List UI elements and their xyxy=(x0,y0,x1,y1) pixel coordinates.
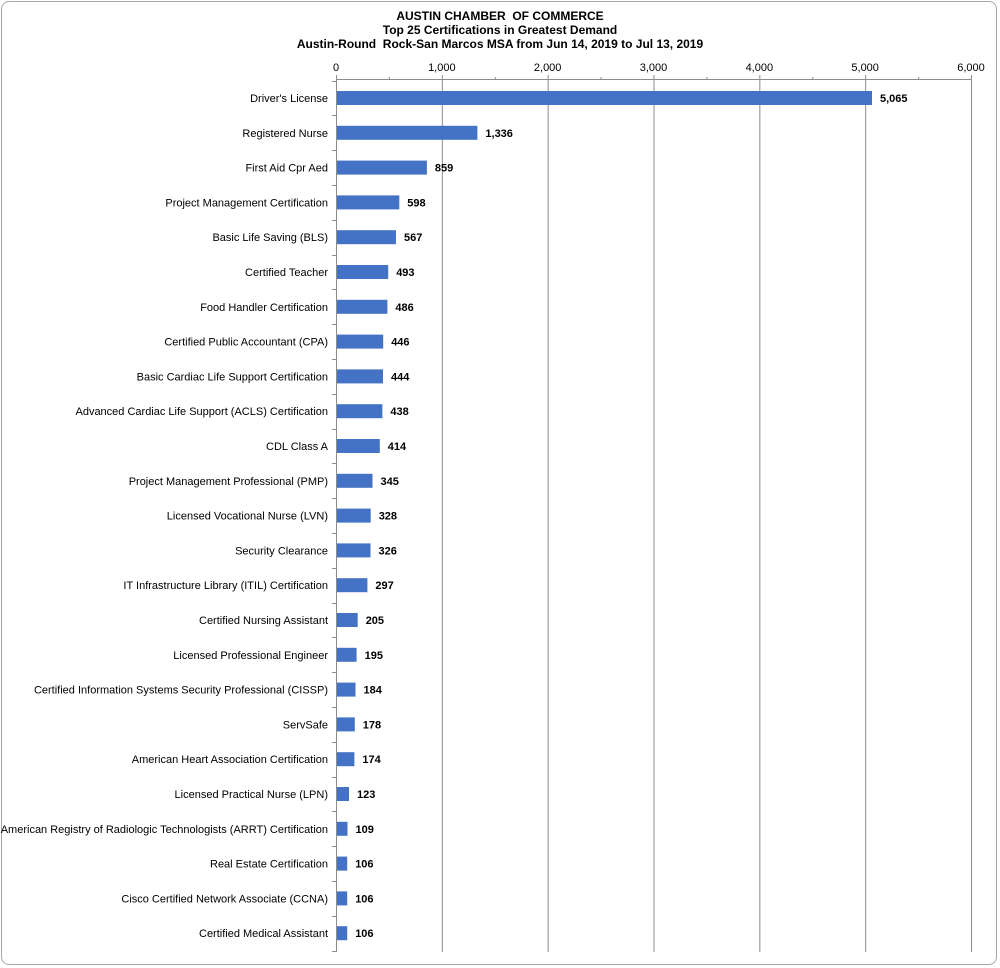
category-label: Project Management Professional (PMP) xyxy=(129,476,328,488)
category-label: ServSafe xyxy=(283,719,328,731)
value-label: 859 xyxy=(435,163,453,175)
bar xyxy=(337,717,355,732)
bar xyxy=(337,299,388,314)
bar xyxy=(337,647,357,662)
bar xyxy=(337,508,371,523)
category-label: Food Handler Certification xyxy=(200,302,328,314)
category-label: American Heart Association Certification xyxy=(132,754,328,766)
bar xyxy=(337,891,348,906)
category-label: Project Management Certification xyxy=(165,197,328,209)
value-label: 444 xyxy=(391,371,410,383)
value-label: 109 xyxy=(356,824,374,836)
category-label: Basic Cardiac Life Support Certification xyxy=(137,371,328,383)
value-label: 446 xyxy=(391,337,409,349)
chart-subtitle-2: Austin-Round Rock-San Marcos MSA from Ju… xyxy=(296,37,704,51)
bar xyxy=(337,125,478,140)
value-labels: 5,065 1,336 859 598 567 493 486 446 444 438 414 345… xyxy=(355,93,907,940)
bar xyxy=(337,195,400,210)
value-label: 345 xyxy=(381,476,399,488)
x-tick-label: 4,000 xyxy=(746,62,774,74)
value-label: 5,065 xyxy=(880,93,908,105)
bar xyxy=(337,334,384,349)
value-label: 326 xyxy=(379,545,397,557)
bar xyxy=(337,265,389,279)
category-label: IT Infrastructure Library (ITIL) Certifi… xyxy=(123,580,328,592)
category-label: Certified Teacher xyxy=(245,267,328,279)
category-label: CDL Class A xyxy=(266,441,329,453)
category-label: Certified Nursing Assistant xyxy=(199,615,328,627)
value-label: 486 xyxy=(395,302,413,314)
value-label: 184 xyxy=(364,685,383,697)
value-label: 205 xyxy=(366,615,384,627)
category-label: Basic Life Saving (BLS) xyxy=(212,232,328,244)
category-labels: Driver's License Registered Nurse First Ai… xyxy=(1,93,329,940)
bar xyxy=(337,404,383,419)
category-label: Certified Public Accountant (CPA) xyxy=(164,337,328,349)
bar xyxy=(337,578,368,593)
value-label: 123 xyxy=(357,789,375,801)
bars xyxy=(337,91,872,941)
value-label: 438 xyxy=(390,406,408,418)
x-tick-label: 0 xyxy=(333,62,339,74)
bar xyxy=(337,752,355,767)
bar xyxy=(337,926,348,941)
category-label: Driver's License xyxy=(250,93,328,105)
bar xyxy=(337,682,356,697)
category-label: Cisco Certified Network Associate (CCNA) xyxy=(121,893,328,905)
x-tick-label: 6,000 xyxy=(957,62,985,74)
bar xyxy=(337,369,383,384)
bar xyxy=(337,543,371,558)
category-label: Licensed Vocational Nurse (LVN) xyxy=(167,511,328,523)
value-label: 106 xyxy=(355,928,373,940)
value-label: 598 xyxy=(407,197,425,209)
bar xyxy=(337,856,348,871)
x-tick-label: 5,000 xyxy=(851,62,879,74)
category-label: Registered Nurse xyxy=(242,128,328,140)
chart-subtitle: Top 25 Certifications in Greatest Demand xyxy=(382,23,618,37)
value-label: 414 xyxy=(388,441,407,453)
x-axis: 0 1,000 2,000 3,000 4,000 5,000 6,000 xyxy=(332,62,985,952)
bar xyxy=(337,439,380,453)
x-tick-label: 3,000 xyxy=(640,62,668,74)
category-label: First Aid Cpr Aed xyxy=(245,163,328,175)
category-label: Security Clearance xyxy=(235,545,328,557)
value-label: 174 xyxy=(362,754,381,766)
bar xyxy=(337,821,348,836)
bar xyxy=(337,473,373,488)
value-label: 297 xyxy=(375,580,393,592)
bar xyxy=(337,160,427,175)
chart-titles: AUSTIN CHAMBER OF COMMERCE Top 25 Certif… xyxy=(0,9,1000,51)
value-label: 493 xyxy=(396,267,414,279)
bar xyxy=(337,613,358,627)
bar xyxy=(337,91,872,105)
category-label: Licensed Practical Nurse (LPN) xyxy=(175,789,328,801)
category-label: Real Estate Certification xyxy=(210,859,328,871)
value-label: 178 xyxy=(363,719,381,731)
value-label: 328 xyxy=(379,511,397,523)
x-tick-label: 2,000 xyxy=(534,62,562,74)
value-label: 1,336 xyxy=(485,128,513,140)
value-label: 567 xyxy=(404,232,422,244)
bar xyxy=(337,230,396,245)
gridlines xyxy=(441,79,972,952)
category-label: American Registry of Radiologic Technolo… xyxy=(1,824,328,836)
category-label: Certified Information Systems Security P… xyxy=(34,685,328,697)
value-label: 106 xyxy=(355,859,373,871)
category-label: Advanced Cardiac Life Support (ACLS) Cer… xyxy=(75,406,328,418)
x-tick-label: 1,000 xyxy=(428,62,456,74)
value-label: 106 xyxy=(355,893,373,905)
chart-title: AUSTIN CHAMBER OF COMMERCE xyxy=(396,9,604,23)
category-label: Licensed Professional Engineer xyxy=(173,650,328,662)
value-label: 195 xyxy=(365,650,383,662)
bar xyxy=(337,787,349,801)
category-label: Certified Medical Assistant xyxy=(199,928,328,940)
